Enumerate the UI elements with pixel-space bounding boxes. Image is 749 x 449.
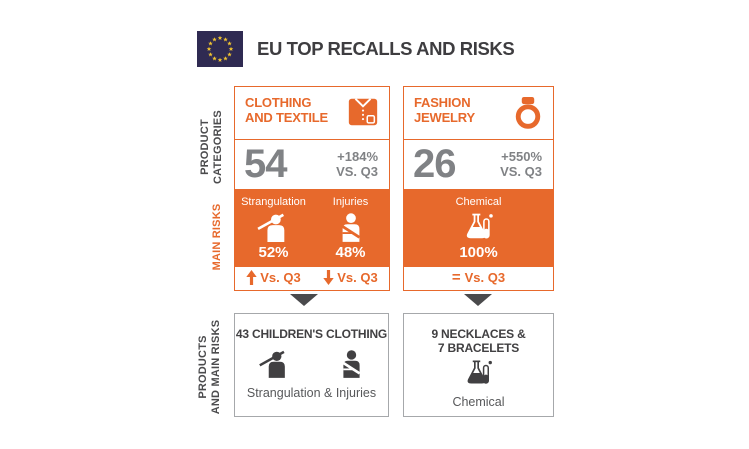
- page-title: EU TOP RECALLS AND RISKS: [257, 38, 515, 59]
- recall-change: +184% VS. Q3: [336, 149, 378, 179]
- trend-strip: Vs. Q3 Vs. Q3: [235, 267, 389, 288]
- recall-count: 26: [413, 142, 456, 186]
- risk-injuries: Injuries 48%: [312, 189, 389, 267]
- products-title: 9 NECKLACES & 7 BRACELETS: [404, 327, 553, 355]
- strangulation-icon: [259, 350, 285, 378]
- category-title-line: FASHION: [414, 95, 471, 110]
- section-label-product-categories: PRODUCT CATEGORIES: [199, 92, 227, 202]
- ring-icon: [515, 97, 541, 129]
- products-title-line: 7 BRACELETS: [437, 341, 520, 355]
- shirt-icon: [348, 98, 378, 126]
- category-title: FASHION JEWELRY: [414, 95, 553, 125]
- eu-flag-icon: [197, 31, 243, 67]
- risk-name: Chemical: [455, 196, 502, 208]
- chemical-flask-icon: [466, 213, 493, 238]
- category-title-line: AND TEXTILE: [245, 110, 329, 125]
- down-arrow-icon: [464, 294, 492, 306]
- products-risk-caption: Strangulation & Injuries: [246, 386, 377, 400]
- section-label-products-and-main-risks: PRODUCTS AND MAIN RISKS: [197, 312, 225, 422]
- change-percent: +184%: [337, 149, 378, 164]
- category-card-clothing-textile: CLOTHING AND TEXTILE 54 +184% VS. Q3 Str…: [234, 86, 390, 291]
- down-arrow-icon: [290, 294, 318, 306]
- products-risk-icons: [235, 348, 388, 379]
- risk-share: 52%: [258, 244, 289, 261]
- category-title: CLOTHING AND TEXTILE: [245, 95, 389, 125]
- products-card-clothing: 43 CHILDREN'S CLOTHING Strangulation & I…: [234, 313, 389, 417]
- section-label-line: PRODUCTS: [197, 335, 209, 399]
- risk-name: Strangulation: [241, 196, 306, 208]
- trend-up-icon: [246, 270, 257, 285]
- section-label-line: CATEGORIES: [212, 110, 224, 184]
- category-card-header: CLOTHING AND TEXTILE: [235, 87, 389, 140]
- category-title-line: JEWELRY: [414, 110, 475, 125]
- section-label-line: AND MAIN RISKS: [210, 319, 222, 415]
- recall-stats: 26 +550% VS. Q3: [404, 140, 553, 189]
- trend-strip: = Vs. Q3: [404, 267, 553, 288]
- chemical-flask-icon: [467, 360, 492, 384]
- trend-label: Vs. Q3: [260, 270, 301, 285]
- risk-strangulation: Strangulation 52%: [235, 189, 312, 267]
- products-title-line: 9 NECKLACES &: [431, 327, 526, 341]
- risk-name: Injuries: [332, 196, 369, 208]
- risk-share: 48%: [335, 244, 366, 261]
- trend-injuries: Vs. Q3: [323, 270, 378, 285]
- strangulation-icon: [256, 213, 284, 242]
- trend-chemical: = Vs. Q3: [452, 269, 505, 286]
- risk-share: 100%: [459, 244, 498, 261]
- injured-person-icon: [339, 212, 360, 242]
- trend-equal-icon: =: [451, 269, 461, 286]
- section-label-line: PRODUCT: [199, 119, 211, 175]
- change-baseline: VS. Q3: [500, 163, 542, 179]
- trend-label: Vs. Q3: [464, 270, 506, 285]
- category-title-line: CLOTHING: [245, 95, 312, 110]
- risk-chemical: Chemical 100%: [404, 189, 553, 267]
- trend-down-icon: [323, 270, 334, 285]
- recall-change: +550% VS. Q3: [500, 149, 542, 179]
- recall-count: 54: [244, 142, 287, 186]
- products-title: 43 CHILDREN'S CLOTHING: [235, 327, 388, 341]
- injured-person-icon: [341, 350, 361, 378]
- products-risk-caption: Chemical: [452, 395, 505, 409]
- recall-stats: 54 +184% VS. Q3: [235, 140, 389, 189]
- category-card-fashion-jewelry: FASHION JEWELRY 26 +550% VS. Q3 Chemical: [403, 86, 554, 291]
- trend-label: Vs. Q3: [337, 270, 378, 285]
- category-card-header: FASHION JEWELRY: [404, 87, 553, 140]
- main-risks-panel: Chemical 100%: [404, 189, 553, 267]
- section-label-main-risks: MAIN RISKS: [211, 203, 223, 271]
- products-card-jewelry: 9 NECKLACES & 7 BRACELETS Chemical: [403, 313, 554, 417]
- products-risk-icons: [404, 357, 553, 388]
- change-percent: +550%: [501, 149, 542, 164]
- main-risks-panel: Strangulation 52% Injuries: [235, 189, 389, 267]
- trend-strangulation: Vs. Q3: [246, 270, 301, 285]
- change-baseline: VS. Q3: [336, 163, 378, 179]
